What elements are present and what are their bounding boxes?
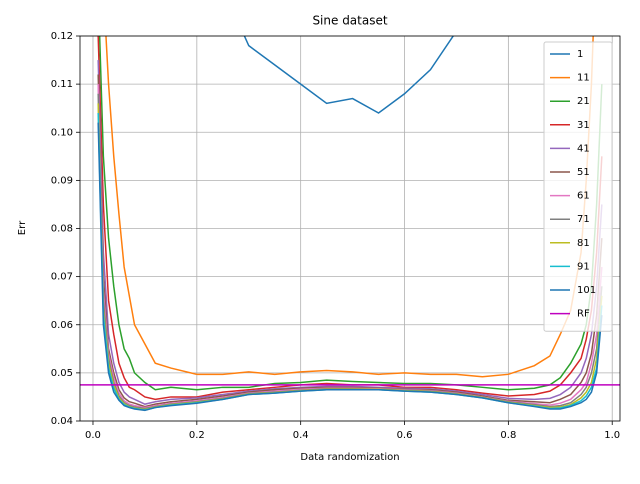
series-line <box>97 74 603 408</box>
x-tick-label: 0.4 <box>293 430 309 441</box>
legend-box <box>543 41 613 332</box>
legend-label: 21 <box>577 96 590 107</box>
y-tick-label: 0.10 <box>51 127 73 138</box>
x-axis-label: Data randomization <box>300 452 399 463</box>
legend-label: 81 <box>577 238 590 249</box>
y-tick-label: 0.09 <box>51 175 73 186</box>
y-tick-label: 0.12 <box>51 31 73 42</box>
x-tick-label: 0.2 <box>189 430 205 441</box>
series-line <box>97 36 603 401</box>
legend-label: 61 <box>577 191 590 202</box>
series-line <box>98 36 603 391</box>
y-axis-label: Err <box>17 220 28 235</box>
x-tick-label: 0.8 <box>500 430 516 441</box>
series-line <box>97 122 603 412</box>
x-tick-label: 1.0 <box>604 430 620 441</box>
legend-label: 1 <box>577 49 583 60</box>
y-tick-label: 0.08 <box>51 224 73 235</box>
legend-label: 31 <box>577 120 590 131</box>
legend-label: RF <box>577 309 590 320</box>
plot-area <box>80 36 620 412</box>
y-tick-label: 0.05 <box>51 368 73 379</box>
series-line <box>97 60 603 405</box>
legend-label: 91 <box>577 261 590 272</box>
legend-label: 101 <box>577 285 596 296</box>
series-line <box>243 36 455 114</box>
y-tick-label: 0.11 <box>51 79 73 90</box>
y-tick-label: 0.07 <box>51 272 73 283</box>
chart-title: Sine dataset <box>312 14 387 28</box>
legend-label: 71 <box>577 214 590 225</box>
axes-frame <box>79 35 621 422</box>
y-tick-label: 0.04 <box>51 416 73 427</box>
legend-label: 11 <box>577 73 590 84</box>
legend-label: 51 <box>577 167 590 178</box>
y-tick-label: 0.06 <box>51 320 73 331</box>
legend-label: 41 <box>577 143 590 154</box>
x-tick-label: 0.6 <box>397 430 413 441</box>
x-tick-label: 0.0 <box>85 430 101 441</box>
